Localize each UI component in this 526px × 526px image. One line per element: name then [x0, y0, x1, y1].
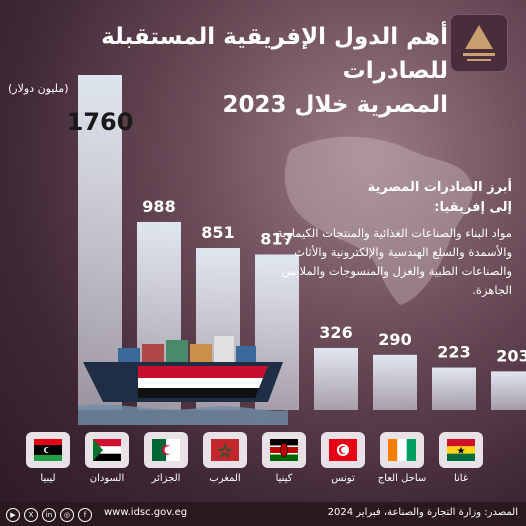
website-link[interactable]: www.idsc.gov.eg [104, 507, 188, 518]
bar-value-label-2: 988 [142, 197, 175, 216]
bar-value-label-6: 290 [378, 330, 411, 349]
page-title: أهم الدول الإفريقية المستقبلة للصادرات ا… [28, 20, 448, 122]
instagram-icon[interactable]: ◎ [60, 508, 74, 522]
bar-8 [491, 371, 526, 410]
bar-7 [432, 367, 476, 410]
country-name-ivory-coast: ساحل العاج [377, 473, 427, 484]
unit-label: (مليون دولار) [8, 82, 69, 95]
exports-info-panel: أبرز الصادرات المصرية إلى إفريقيا: مواد … [262, 178, 512, 300]
flag-morocco [203, 432, 247, 468]
source-text: المصدر: وزارة التجارة والصناعة، فبراير 2… [327, 507, 518, 518]
bar-5 [314, 347, 358, 410]
country-flags-row: ليبيا السودان الجزائر المغرب [0, 432, 526, 502]
x-icon[interactable]: X [24, 508, 38, 522]
bar-1 [78, 75, 122, 410]
country-name-algeria: الجزائر [151, 473, 181, 484]
country-name-tunisia: تونس [331, 473, 355, 484]
title-line-2: المصرية خلال 2023 [222, 92, 448, 118]
bar-value-label-3: 851 [201, 223, 234, 242]
flag-algeria [144, 432, 188, 468]
flag-ivory-coast [380, 432, 424, 468]
bar-value-label-8: 203 [496, 346, 526, 365]
flag-ghana [439, 432, 483, 468]
idsc-logo [450, 14, 508, 72]
ivory-coast-flag-icon [388, 439, 416, 461]
algeria-flag-icon [152, 439, 180, 461]
linkedin-icon[interactable]: in [42, 508, 56, 522]
cargo-ship-illustration [78, 336, 288, 425]
info-body: مواد البناء والصناعات الغذائية والمنتجات… [276, 226, 512, 297]
flag-tunisia [321, 432, 365, 468]
info-heading-line-1: أبرز الصادرات المصرية [367, 180, 512, 195]
bar-value-label-5: 326 [319, 323, 352, 342]
flag-kenya [262, 432, 306, 468]
youtube-icon[interactable]: ▶ [6, 508, 20, 522]
africa-map-silhouette [284, 136, 473, 305]
tunisia-flag-icon [329, 439, 357, 461]
facebook-icon[interactable]: f [78, 508, 92, 522]
bar-value-label-1: 1760 [67, 108, 134, 136]
country-name-libya: ليبيا [40, 473, 56, 484]
bar-6 [373, 354, 417, 410]
sudan-flag-icon [93, 439, 121, 461]
country-name-ghana: غانا [453, 473, 469, 484]
kenya-flag-icon [270, 439, 298, 461]
bar-value-label-7: 223 [437, 343, 470, 362]
ghana-flag-icon [447, 439, 475, 461]
social-links: ▶ X in ◎ f [6, 508, 92, 522]
morocco-flag-icon [211, 439, 239, 461]
country-name-morocco: المغرب [209, 473, 241, 484]
country-name-sudan: السودان [89, 473, 125, 484]
flag-sudan [85, 432, 129, 468]
libya-flag-icon [34, 439, 62, 461]
footer-bar: ▶ X in ◎ f www.idsc.gov.eg المصدر: وزارة… [0, 502, 526, 526]
country-name-kenya: كينيا [275, 473, 293, 484]
bar-value-label-4: 817 [260, 229, 293, 248]
title-line-1: أهم الدول الإفريقية المستقبلة للصادرات [101, 24, 448, 84]
flag-libya [26, 432, 70, 468]
info-heading-line-2: إلى إفريقيا: [434, 200, 512, 215]
